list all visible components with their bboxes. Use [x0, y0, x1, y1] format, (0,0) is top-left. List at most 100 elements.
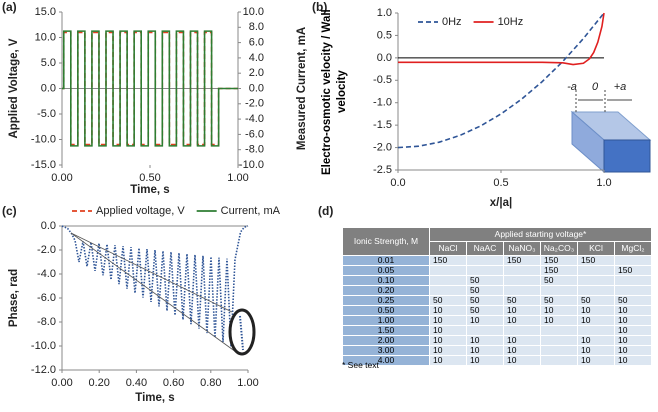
table-row: 0.20 50 — [342, 285, 652, 296]
column-header: MgCl₂ — [614, 241, 652, 256]
column-header: NaNO₃ — [503, 241, 541, 256]
y-tick-label: 0.0 — [41, 220, 56, 232]
row-header: 0.50 — [342, 305, 430, 316]
y-tick-label: 5.0 — [41, 57, 56, 69]
row-header: 0.05 — [342, 265, 430, 276]
table-row: 0.25 50 50 50 50 50 50 — [342, 295, 652, 306]
table-cell: 10 — [614, 335, 652, 346]
box-illustration — [570, 90, 652, 174]
table-cell: 10 — [577, 355, 615, 366]
table-cell — [429, 275, 467, 286]
x-axis-title: Time, s — [130, 184, 169, 196]
table-cell — [540, 285, 578, 296]
y-tick-label: -5.0 — [37, 108, 56, 120]
row-header: 2.00 — [342, 335, 430, 346]
x-tick-label: 0.0 — [390, 177, 405, 189]
y-tick-label: -2.0 — [37, 244, 56, 256]
panel-label: (b) — [312, 0, 327, 14]
column-header: KCl — [577, 241, 615, 256]
y2-tick-label: 4.0 — [249, 52, 264, 64]
y2-tick-label: -4.0 — [245, 113, 264, 125]
table-cell: 10 — [614, 355, 652, 366]
table-cell: 50 — [614, 295, 652, 306]
table-cell: 10 — [429, 355, 467, 366]
footnote: * See text — [342, 360, 379, 370]
y-tick-label: -6.0 — [37, 292, 56, 304]
y2-tick-label: 10.0 — [243, 6, 264, 18]
table-cell — [466, 325, 504, 336]
table-row: 0.05 150 150 — [342, 265, 652, 276]
column-header: Na₂CO₃ — [540, 241, 578, 256]
table-cell — [577, 325, 615, 336]
table-cell: 10 — [614, 315, 652, 326]
table-row: 0.50 10 50 10 10 10 10 — [342, 305, 652, 316]
row-header: 1.50 — [342, 325, 430, 336]
table-row: 1.00 10 10 10 10 10 10 — [342, 315, 652, 326]
y-tick-label: -10.0 — [31, 133, 56, 145]
table-cell: 10 — [540, 305, 578, 316]
table-cell: 10 — [429, 305, 467, 316]
table-cell — [614, 255, 652, 266]
table-cell — [614, 275, 652, 286]
table-cell — [429, 285, 467, 296]
x-tick-label: 0.50 — [139, 172, 160, 184]
table-cell — [577, 275, 615, 286]
data-line — [61, 225, 249, 347]
table-cell: 50 — [540, 275, 578, 286]
y-axis-title: Electro-osmotic velocity / Wall velocity — [321, 9, 348, 175]
x-tick-label: 1.0 — [596, 177, 611, 189]
row-header: 1.00 — [342, 315, 430, 326]
panel-label: (a) — [2, 0, 17, 14]
y2-tick-label: -2.0 — [245, 98, 264, 110]
table-row: 2.00 10 10 10 10 10 — [342, 335, 652, 346]
row-header: 0.25 — [342, 295, 430, 306]
y-tick-label: 0.0 — [41, 82, 56, 94]
series-line — [398, 12, 605, 66]
y2-tick-label: -6.0 — [245, 128, 264, 140]
group-header: Applied starting voltage* — [429, 227, 652, 242]
table-cell: 10 — [466, 335, 504, 346]
series-line — [397, 12, 605, 149]
table-cell: 50 — [466, 305, 504, 316]
table-cell: 10 — [503, 305, 541, 316]
y-axis-title: Applied Voltage, V — [8, 38, 20, 138]
table-cell: 50 — [466, 295, 504, 306]
y2-tick-label: -10.0 — [239, 159, 264, 171]
table-cell: 150 — [540, 255, 578, 266]
table-cell: 50 — [429, 295, 467, 306]
y-tick-label: -0.5 — [373, 74, 392, 86]
table-cell: 150 — [503, 255, 541, 266]
x-tick-label: 0.80 — [200, 377, 221, 389]
y-tick-label: -10.0 — [31, 340, 56, 352]
table-cell — [503, 275, 541, 286]
y2-tick-label: 6.0 — [249, 37, 264, 49]
table-cell: 10 — [614, 305, 652, 316]
y-tick-label: 1.0 — [377, 7, 392, 19]
x-tick-label: 0.40 — [126, 377, 147, 389]
table-cell: 50 — [466, 285, 504, 296]
y-tick-label: -4.0 — [37, 268, 56, 280]
annotation: -a — [567, 81, 577, 93]
table-cell: 150 — [577, 255, 615, 266]
table-cell — [466, 265, 504, 276]
table-cell — [540, 345, 578, 356]
table-row: 3.00 10 10 10 10 10 — [342, 345, 652, 356]
table-cell — [429, 265, 467, 276]
table-cell — [466, 255, 504, 266]
table-cell — [577, 265, 615, 276]
x-tick-label: 0.5 — [493, 177, 508, 189]
annotation: 0 — [592, 81, 599, 93]
table-cell — [540, 335, 578, 346]
panel-label: (c) — [2, 204, 17, 218]
y-tick-label: -2.0 — [373, 141, 392, 153]
y-tick-label: -8.0 — [37, 316, 56, 328]
row-header: 3.00 — [342, 345, 430, 356]
table-cell: 10 — [503, 345, 541, 356]
table-cell — [503, 285, 541, 296]
panel-label: (d) — [318, 204, 333, 218]
y-tick-label: 15.0 — [35, 6, 56, 18]
table-cell: 10 — [429, 325, 467, 336]
x-tick-label: 1.00 — [227, 172, 248, 184]
